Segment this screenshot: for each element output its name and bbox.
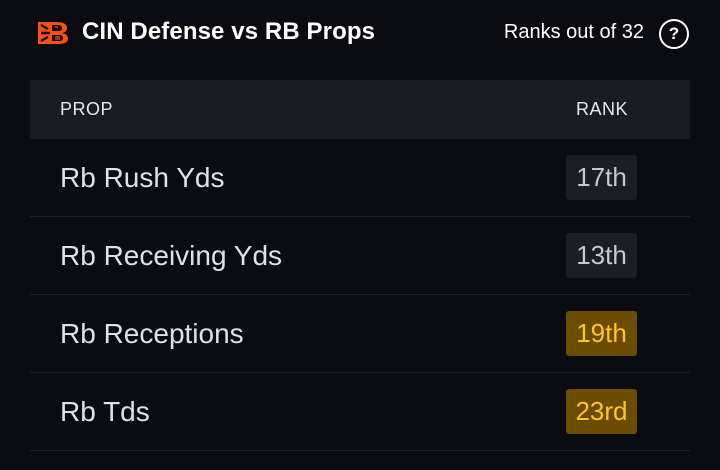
page-title: CIN Defense vs RB Props — [82, 18, 376, 45]
prop-label: Rb Receiving Yds — [60, 240, 283, 271]
rank-badge: 17th — [566, 155, 637, 200]
prop-label: Rb Receptions — [60, 318, 244, 349]
table-row[interactable]: Rb Receiving Yds 13th — [30, 217, 690, 295]
table-header-row: PROP RANK — [30, 80, 690, 139]
column-header-prop[interactable]: PROP — [60, 99, 114, 119]
prop-label: Rb Tds — [60, 396, 150, 427]
table-row[interactable]: Rb Rush Yds 17th — [30, 139, 690, 217]
bengals-logo-icon — [38, 22, 68, 44]
table-row[interactable]: Rb Tds 23rd — [30, 373, 690, 451]
panel-header: CIN Defense vs RB Props Ranks out of 32 … — [0, 0, 720, 66]
rank-badge: 13th — [566, 233, 637, 278]
column-header-rank[interactable]: RANK — [575, 99, 628, 119]
table-row[interactable]: Rb Receptions 19th — [30, 295, 690, 373]
ranks-note: Ranks out of 32 — [503, 21, 644, 43]
prop-label: Rb Rush Yds — [60, 162, 225, 193]
help-button[interactable]: ? — [659, 19, 689, 49]
rank-badge: 23rd — [566, 389, 637, 434]
props-table: PROP RANK Rb Rush Yds 17th Rb Receiving … — [30, 80, 690, 451]
rank-badge: 19th — [566, 311, 637, 356]
